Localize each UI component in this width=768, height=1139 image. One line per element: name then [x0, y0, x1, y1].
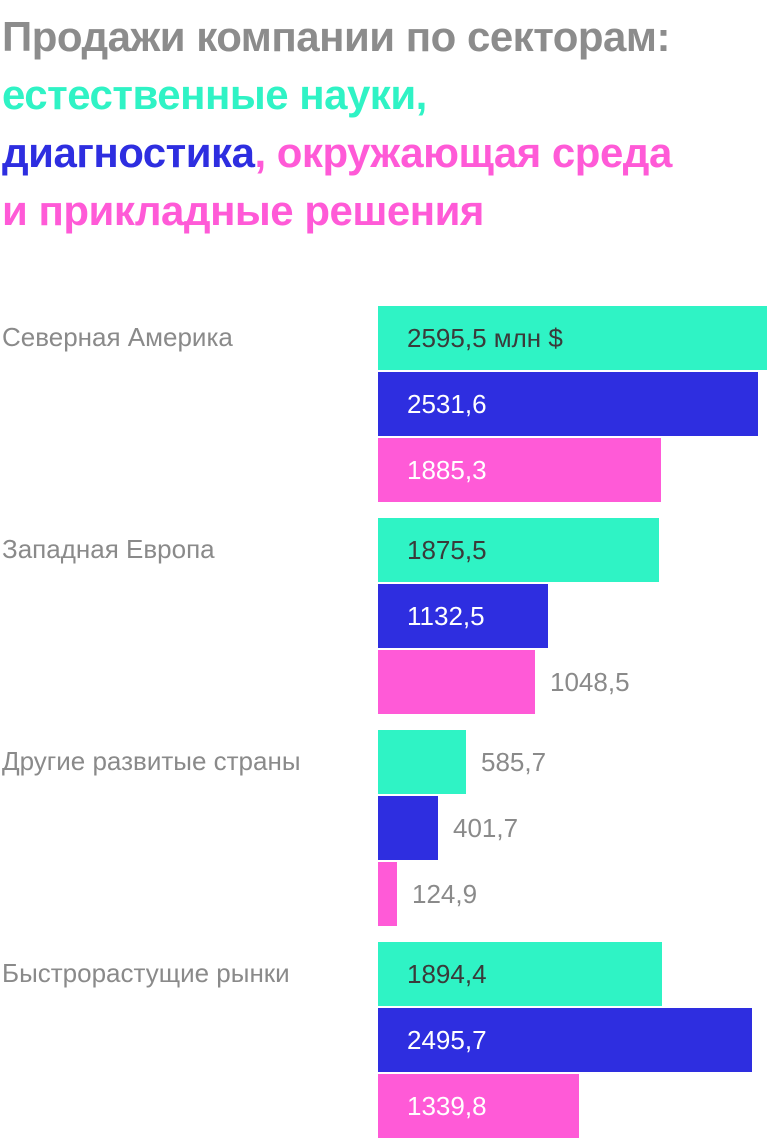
bar-diagnostics: [378, 372, 758, 436]
category-label: Северная Америка: [2, 322, 233, 352]
bar-environmental: [378, 650, 535, 714]
bar-life-sciences: [378, 306, 767, 370]
bar-value-label: 2595,5 млн $: [407, 323, 563, 353]
bar-environmental: [378, 862, 397, 926]
bar-environmental: [378, 438, 661, 502]
chart-title: Продажи компании по секторам: естественн…: [2, 8, 768, 240]
bar-value-label: 585,7: [481, 747, 546, 777]
bar-value-label: 1132,5: [407, 601, 485, 631]
title-diagnostics: диагностика: [2, 129, 255, 176]
category-label: Западная Европа: [2, 534, 215, 564]
bar-diagnostics: [378, 584, 548, 648]
bar-value-label: 1885,3: [407, 455, 487, 485]
bar-diagnostics: [378, 1008, 752, 1072]
bar-value-label: 2531,6: [407, 389, 487, 419]
bar-value-label: 1339,8: [407, 1091, 487, 1121]
title-environmental: окружающая среда: [276, 129, 673, 176]
category-label: Другие развитые страны: [2, 746, 301, 776]
bar-life-sciences: [378, 942, 662, 1006]
bar-environmental: [378, 1074, 579, 1138]
bar-life-sciences: [378, 518, 659, 582]
title-applied-solutions: и прикладные решения: [2, 187, 484, 234]
bar-value-label: 1875,5: [407, 535, 487, 565]
bar-value-label: 2495,7: [407, 1025, 487, 1055]
bar-value-label: 124,9: [412, 879, 477, 909]
category-label: Быстрорастущие рынки: [2, 958, 290, 988]
title-comma: ,: [254, 129, 266, 176]
bar-diagnostics: [378, 796, 438, 860]
title-line-1: Продажи компании по секторам:: [2, 13, 670, 60]
bar-life-sciences: [378, 730, 466, 794]
bar-value-label: 401,7: [453, 813, 518, 843]
bar-value-label: 1048,5: [550, 667, 630, 697]
bar-value-label: 1894,4: [407, 959, 487, 989]
title-life-sciences: естественные науки,: [2, 71, 427, 118]
